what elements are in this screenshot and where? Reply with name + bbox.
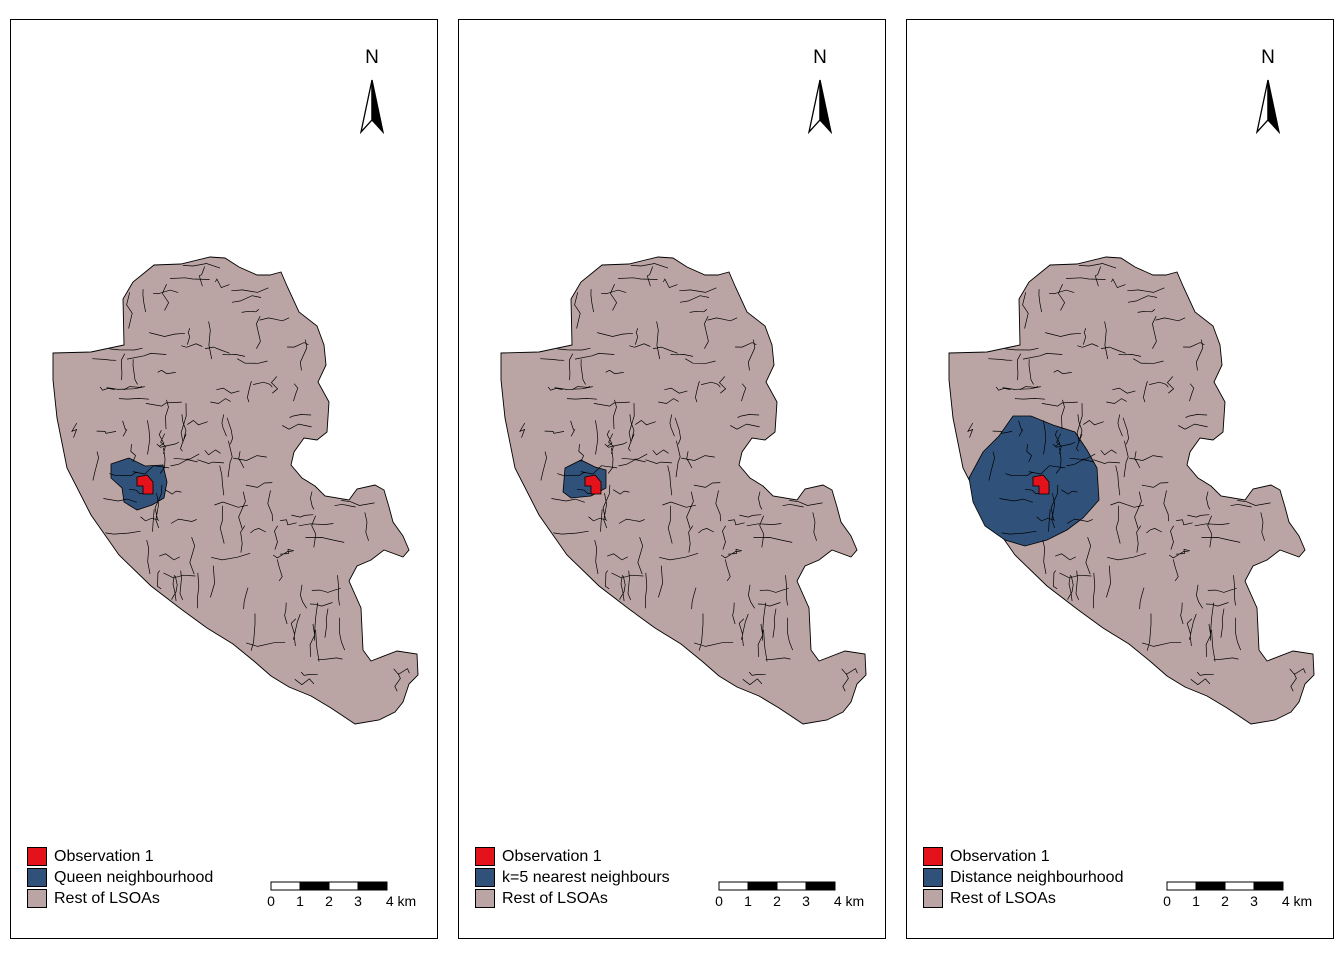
scale-tick-1: 1 (1192, 893, 1200, 909)
legend-item-rest: Rest of LSOAs (923, 888, 1123, 909)
lsoa-base-area (948, 256, 1315, 725)
scale-tick-3: 3 (802, 893, 810, 909)
lsoa-base-area (500, 256, 867, 725)
legend-label-neighbourhood: Queen neighbourhood (54, 868, 214, 886)
legend-label-neighbourhood: Distance neighbourhood (950, 868, 1124, 886)
legend-label-neighbourhood: k=5 nearest neighbours (502, 868, 670, 886)
north-arrow-icon (359, 79, 385, 135)
scale-tick-0: 0 (267, 893, 275, 909)
legend-swatch-observation (27, 847, 47, 866)
legend-item-observation: Observation 1 (475, 846, 670, 867)
legend-swatch-neighbourhood (475, 868, 495, 887)
lsoa-boundaries (519, 263, 858, 692)
north-label: N (365, 47, 379, 68)
north-label: N (1261, 47, 1275, 68)
legend-swatch-rest (27, 889, 47, 908)
lsoa-base-area (52, 256, 419, 725)
legend-swatch-neighbourhood (923, 868, 943, 887)
scale-tick-0: 0 (1163, 893, 1171, 909)
legend-item-observation: Observation 1 (27, 846, 213, 867)
observation-area (1032, 474, 1050, 495)
scale-bar (718, 881, 836, 891)
north-label: N (813, 47, 827, 68)
scale-bar-labels: 0 1 2 3 4 km (715, 893, 879, 911)
legend-item-rest: Rest of LSOAs (27, 888, 213, 909)
legend-item-observation: Observation 1 (923, 846, 1123, 867)
legend-label-rest: Rest of LSOAs (54, 889, 160, 907)
scale-tick-2: 2 (1221, 893, 1229, 909)
legend-item-neighbourhood: k=5 nearest neighbours (475, 867, 670, 888)
scale-tick-4: 4 km (385, 893, 417, 909)
legend: Observation 1 k=5 nearest neighbours Res… (475, 846, 670, 909)
legend-item-neighbourhood: Queen neighbourhood (27, 867, 213, 888)
map-panel-distance: N Observation 1 Distance neighbourhood R… (906, 19, 1334, 939)
legend-swatch-neighbourhood (27, 868, 47, 887)
observation-area (136, 474, 154, 495)
legend-swatch-observation (923, 847, 943, 866)
scale-tick-2: 2 (773, 893, 781, 909)
scale-bar-labels: 0 1 2 3 4 km (1163, 893, 1327, 911)
map-canvas (500, 79, 867, 891)
legend-swatch-rest (475, 889, 495, 908)
observation-area (584, 474, 602, 495)
legend-item-rest: Rest of LSOAs (475, 888, 670, 909)
scale-bar-labels: 0 1 2 3 4 km (267, 893, 431, 911)
north-arrow-icon (1255, 79, 1281, 135)
lsoa-boundaries (967, 263, 1306, 692)
legend-swatch-rest (923, 889, 943, 908)
legend: Observation 1 Queen neighbourhood Rest o… (27, 846, 213, 909)
scale-bar (270, 881, 388, 891)
legend-label-observation: Observation 1 (950, 847, 1050, 865)
scale-bar (1166, 881, 1284, 891)
legend-swatch-observation (475, 847, 495, 866)
legend-label-observation: Observation 1 (54, 847, 154, 865)
legend-label-observation: Observation 1 (502, 847, 602, 865)
scale-tick-4: 4 km (833, 893, 865, 909)
map-panel-queen: N Observation 1 Queen neighbourhood Rest… (10, 19, 438, 939)
scale-tick-3: 3 (1250, 893, 1258, 909)
scale-tick-1: 1 (296, 893, 304, 909)
scale-tick-2: 2 (325, 893, 333, 909)
north-arrow-icon (807, 79, 833, 135)
legend-item-neighbourhood: Distance neighbourhood (923, 867, 1123, 888)
scale-tick-0: 0 (715, 893, 723, 909)
lsoa-boundaries (71, 263, 410, 692)
map-panel-knn: N Observation 1 k=5 nearest neighbours R… (458, 19, 886, 939)
scale-tick-3: 3 (354, 893, 362, 909)
legend-label-rest: Rest of LSOAs (502, 889, 608, 907)
map-canvas (948, 79, 1315, 891)
scale-tick-1: 1 (744, 893, 752, 909)
legend-label-rest: Rest of LSOAs (950, 889, 1056, 907)
legend: Observation 1 Distance neighbourhood Res… (923, 846, 1123, 909)
scale-tick-4: 4 km (1281, 893, 1313, 909)
map-canvas (52, 79, 419, 891)
